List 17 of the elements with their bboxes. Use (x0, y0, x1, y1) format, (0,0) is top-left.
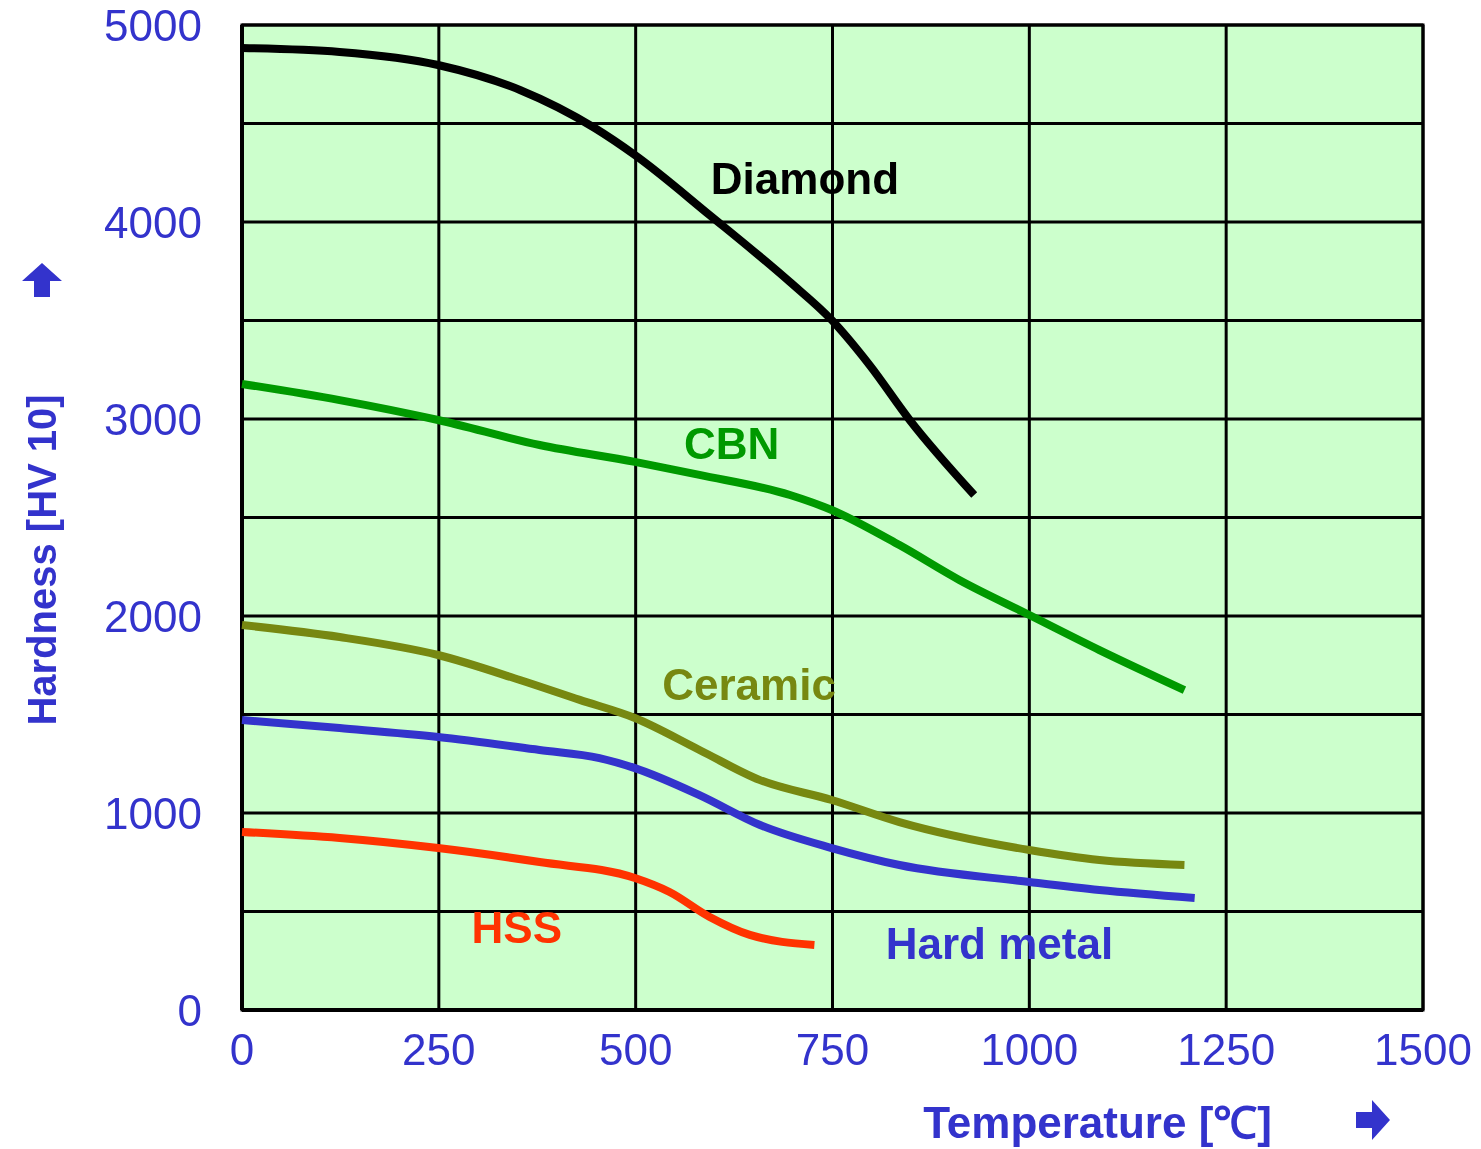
x-tick-label: 1250 (1177, 1025, 1276, 1074)
x-tick-label: 750 (795, 1025, 870, 1074)
y-tick-label: 0 (177, 985, 202, 1035)
y-tick-label: 5000 (104, 0, 202, 50)
x-tick-label: 1000 (980, 1025, 1079, 1074)
series-label: CBN (684, 418, 780, 468)
x-axis-title: Temperature [℃] (923, 1098, 1272, 1147)
y-tick-label: 1000 (104, 788, 202, 838)
x-tick-label: 250 (402, 1025, 476, 1074)
y-tick-label: 3000 (104, 394, 202, 444)
series-label: HSS (471, 902, 563, 952)
x-tick-label: 0 (229, 1025, 255, 1074)
x-tick-label: 500 (598, 1025, 673, 1074)
x-tick-label: 1500 (1374, 1025, 1472, 1074)
y-tick-label: 4000 (104, 197, 202, 247)
y-axis-title: Hardness [HV 10] (20, 394, 64, 726)
y-tick-label: 2000 (104, 591, 202, 641)
